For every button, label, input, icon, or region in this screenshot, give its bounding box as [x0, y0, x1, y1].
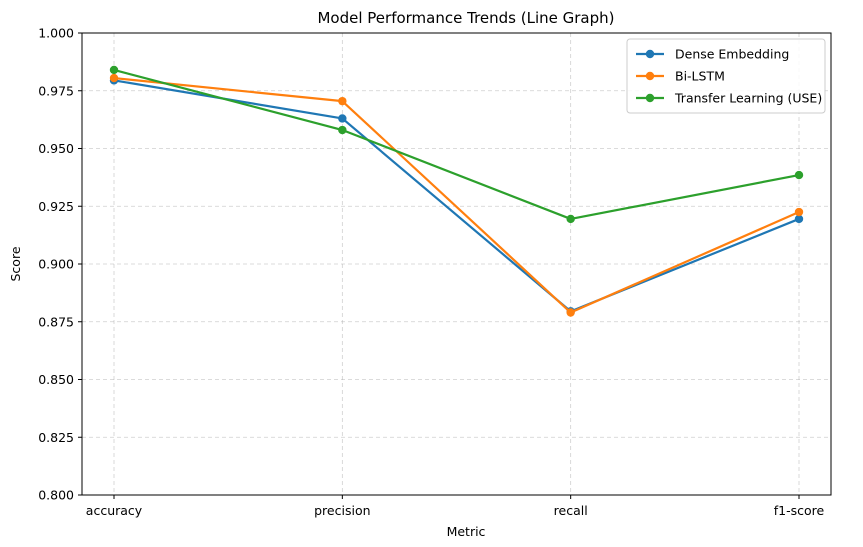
y-tick-label: 0.800	[38, 488, 74, 503]
y-tick-label: 0.975	[38, 83, 74, 98]
y-tick-label: 0.950	[38, 141, 74, 156]
legend-entry-label: Bi-LSTM	[675, 69, 725, 84]
legend: Dense Embedding Bi-LSTM Transfer Learning …	[626, 38, 826, 114]
legend-box	[626, 38, 826, 114]
data-point	[794, 170, 804, 180]
legend-entry-label: Transfer Learning (USE)	[674, 91, 822, 106]
y-axis-label: Score	[8, 246, 23, 281]
x-axis-label: Metric	[447, 524, 486, 539]
data-point	[338, 125, 347, 135]
y-tick-label: 0.825	[38, 430, 74, 445]
data-point	[109, 73, 119, 83]
data-point	[794, 207, 804, 217]
legend-swatch-marker	[645, 93, 655, 103]
data-point	[109, 65, 119, 75]
x-tick-label: f1-score	[774, 503, 825, 518]
y-tick-label: 1.000	[38, 26, 74, 41]
series-layer	[109, 65, 804, 317]
series-line	[113, 68, 800, 221]
legend-entry-label: Dense Embedding	[675, 47, 789, 62]
data-point	[794, 214, 804, 224]
data-point	[338, 114, 347, 123]
series-3	[109, 65, 804, 224]
data-point	[566, 308, 575, 317]
legend-swatch-marker	[645, 71, 655, 81]
x-tick-label: accuracy	[86, 503, 143, 518]
chart-title: Model Performance Trends (Line Graph)	[317, 9, 614, 27]
data-point	[566, 214, 575, 224]
y-tick-label: 0.925	[38, 199, 74, 214]
x-axis-ticks: accuracy precision recall f1-score	[86, 495, 825, 518]
x-tick-label: precision	[314, 503, 370, 518]
series-line	[113, 76, 800, 314]
x-tick-label: recall	[554, 503, 588, 518]
legend-swatch-marker	[645, 49, 655, 59]
series-2	[109, 73, 804, 317]
y-tick-label: 0.875	[38, 314, 74, 329]
data-point	[338, 96, 347, 106]
y-axis-ticks: 0.800 0.825 0.850 0.875 0.900 0.925 0.950 0.975…	[38, 26, 82, 503]
y-tick-label: 0.850	[38, 372, 74, 387]
y-tick-label: 0.900	[38, 257, 74, 272]
